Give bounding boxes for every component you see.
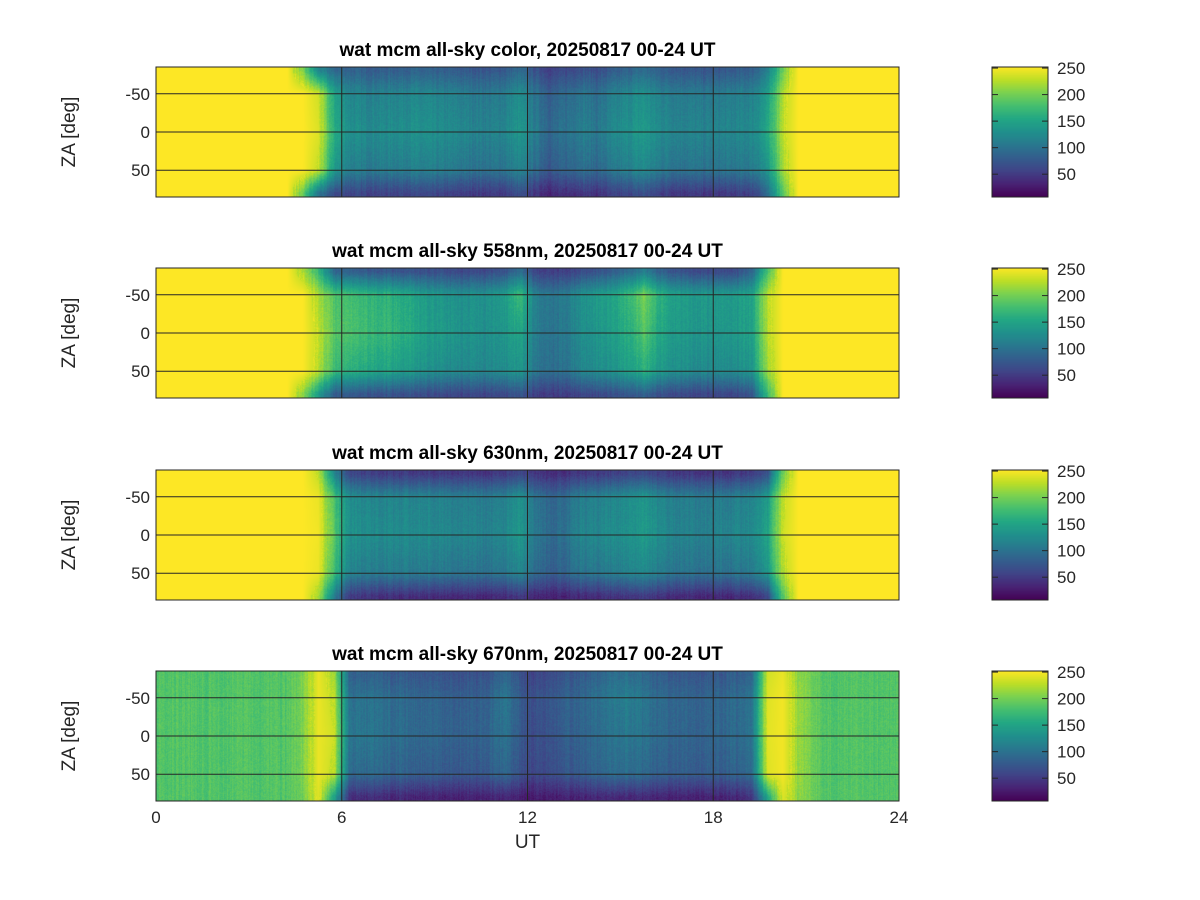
plot-frame <box>155 66 900 198</box>
y-tick-label: -50 <box>125 689 150 708</box>
y-tick-label: 50 <box>131 161 150 180</box>
colorbar-tick-label: 50 <box>1057 165 1076 184</box>
colorbar-frame <box>991 66 1049 198</box>
colorbar <box>992 671 1048 801</box>
colorbar-tick-label: 250 <box>1057 462 1085 481</box>
x-axis-label: UT <box>514 832 541 853</box>
colorbar-tick-label: 250 <box>1057 59 1085 78</box>
colorbar-tick-label: 250 <box>1057 663 1085 682</box>
panel-title: wat mcm all-sky color, 20250817 00-24 UT <box>339 40 716 61</box>
y-tick-label: 0 <box>141 526 150 545</box>
colorbar-tick-label: 100 <box>1057 340 1085 359</box>
colorbar-tick-label: 200 <box>1057 690 1085 709</box>
y-tick-label: -50 <box>125 85 150 104</box>
y-tick-label: 50 <box>131 564 150 583</box>
colorbar-tick-label: 50 <box>1057 769 1076 788</box>
colorbar-frame <box>991 267 1049 399</box>
colorbar-tick-label: 200 <box>1057 287 1085 306</box>
colorbar-tick-label: 200 <box>1057 86 1085 105</box>
panel-title: wat mcm all-sky 670nm, 20250817 00-24 UT <box>332 644 723 665</box>
colorbar-tick-label: 100 <box>1057 542 1085 561</box>
colorbar-tick-label: 150 <box>1057 313 1085 332</box>
panel-title: wat mcm all-sky 630nm, 20250817 00-24 UT <box>332 443 723 464</box>
colorbar-tick-label: 200 <box>1057 489 1085 508</box>
y-tick-label: -50 <box>125 286 150 305</box>
y-tick-label: -50 <box>125 488 150 507</box>
plot-frame <box>155 469 900 601</box>
colorbar-frame <box>991 670 1049 802</box>
colorbar-tick-label: 150 <box>1057 112 1085 131</box>
plot-frame <box>155 670 900 802</box>
colorbar <box>992 268 1048 398</box>
y-tick-label: 0 <box>141 324 150 343</box>
x-tick-label: 6 <box>337 808 346 827</box>
colorbar-tick-label: 50 <box>1057 366 1076 385</box>
colorbar-tick-label: 250 <box>1057 260 1085 279</box>
colorbar-tick-label: 100 <box>1057 139 1085 158</box>
colorbar <box>992 470 1048 600</box>
x-tick-label: 18 <box>704 808 723 827</box>
plot-frame <box>155 267 900 399</box>
colorbar <box>992 67 1048 197</box>
y-tick-label: 0 <box>141 123 150 142</box>
x-tick-label: 12 <box>518 808 537 827</box>
colorbar-tick-label: 150 <box>1057 515 1085 534</box>
x-tick-label: 0 <box>151 808 160 827</box>
colorbar-tick-label: 150 <box>1057 716 1085 735</box>
colorbar-frame <box>991 469 1049 601</box>
y-tick-label: 0 <box>141 727 150 746</box>
y-tick-label: 50 <box>131 362 150 381</box>
y-tick-label: 50 <box>131 765 150 784</box>
colorbar-tick-label: 100 <box>1057 743 1085 762</box>
x-tick-label: 24 <box>890 808 909 827</box>
panel-title: wat mcm all-sky 558nm, 20250817 00-24 UT <box>332 241 723 262</box>
colorbar-tick-label: 50 <box>1057 568 1076 587</box>
